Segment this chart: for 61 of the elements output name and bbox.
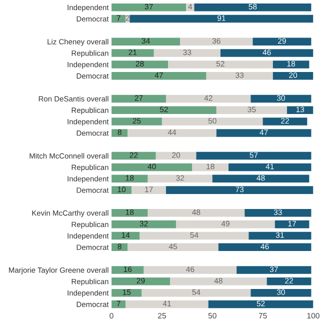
bar [236,266,312,274]
bar [128,243,218,252]
bar [208,300,314,308]
bar [112,38,180,46]
bar [218,243,312,252]
bar [180,38,253,46]
bar [142,288,251,297]
bar [248,232,312,240]
bar [112,72,206,80]
bar [112,186,132,194]
bar [220,49,314,57]
bar [156,152,196,160]
bar [206,72,273,80]
bar [112,209,148,217]
bar [112,266,144,274]
bar [162,118,263,126]
bar [132,186,166,194]
bar [112,288,142,297]
bar [130,14,314,23]
bar [140,232,249,240]
bar [112,163,192,172]
bar [266,278,312,286]
bar [212,174,310,183]
bar [126,300,208,308]
bar [128,129,216,137]
bar [170,278,267,286]
bar [272,60,310,68]
bar [112,174,148,183]
bar [250,288,312,297]
bar [176,220,275,228]
bar [216,106,288,114]
bar [144,266,237,274]
bar [112,106,216,114]
bar [112,232,140,240]
bar [112,49,154,57]
bar [244,209,312,217]
bar [112,118,162,126]
bar [228,163,312,172]
bar [112,94,166,103]
bar [112,60,168,68]
bar [216,129,312,137]
bar [196,152,312,160]
bar [112,3,186,12]
bar [250,94,312,103]
bar [166,186,314,194]
bar [148,209,245,217]
bar [274,220,310,228]
bar [154,49,220,57]
bar [112,220,176,228]
bar [252,38,312,46]
bar [194,3,312,12]
bar [112,278,170,286]
bar [112,152,156,160]
bar [287,106,314,114]
bar [272,72,314,80]
bar [192,163,229,172]
bar [166,94,251,103]
bar [148,174,212,183]
bar [168,60,273,68]
bar [112,129,128,137]
bar [262,118,308,126]
